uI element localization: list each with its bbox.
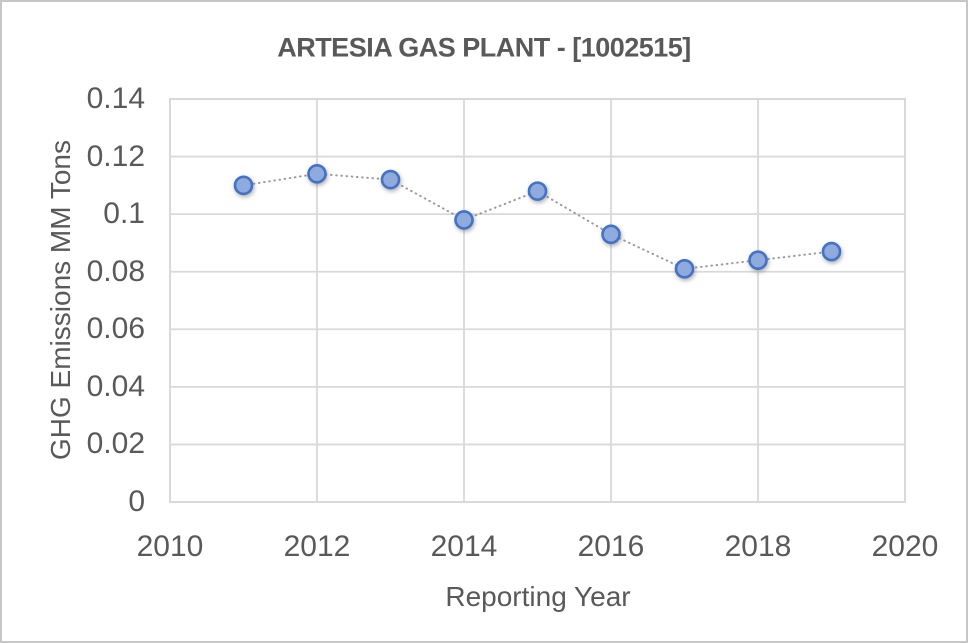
plot-border [169, 98, 906, 503]
x-tick-label: 2012 [283, 530, 351, 563]
y-tick-label: 0.12 [86, 139, 145, 173]
trend-line [242, 172, 833, 270]
data-point [748, 250, 768, 270]
plot-area [169, 98, 906, 503]
x-tick-label: 2018 [724, 530, 792, 563]
y-tick-label: 0 [128, 485, 145, 518]
y-tick-label: 0.02 [86, 427, 145, 461]
data-point [674, 259, 695, 279]
y-tick-label: 0.06 [86, 312, 145, 346]
data-point [307, 164, 327, 184]
x-tick-label: 2010 [136, 530, 204, 563]
x-tick-label: 2020 [871, 530, 939, 563]
chart-title: ARTESIA GAS PLANT - [1002515] [277, 32, 691, 63]
data-point [454, 210, 474, 230]
x-tick-label: 2014 [430, 530, 498, 563]
y-tick-label: 0.08 [86, 254, 145, 288]
data-point [527, 181, 548, 201]
data-point [233, 175, 254, 196]
y-tick-label: 0.14 [86, 82, 145, 115]
data-point [821, 241, 842, 262]
y-tick-label: 0.04 [86, 369, 145, 403]
data-point [380, 169, 401, 190]
data-point [601, 224, 621, 245]
y-tick-label: 0.1 [103, 197, 145, 231]
x-tick-label: 2016 [577, 530, 645, 563]
x-axis-title: Reporting Year [445, 581, 631, 612]
y-axis-title: GHG Emissions MM Tons [45, 140, 76, 460]
